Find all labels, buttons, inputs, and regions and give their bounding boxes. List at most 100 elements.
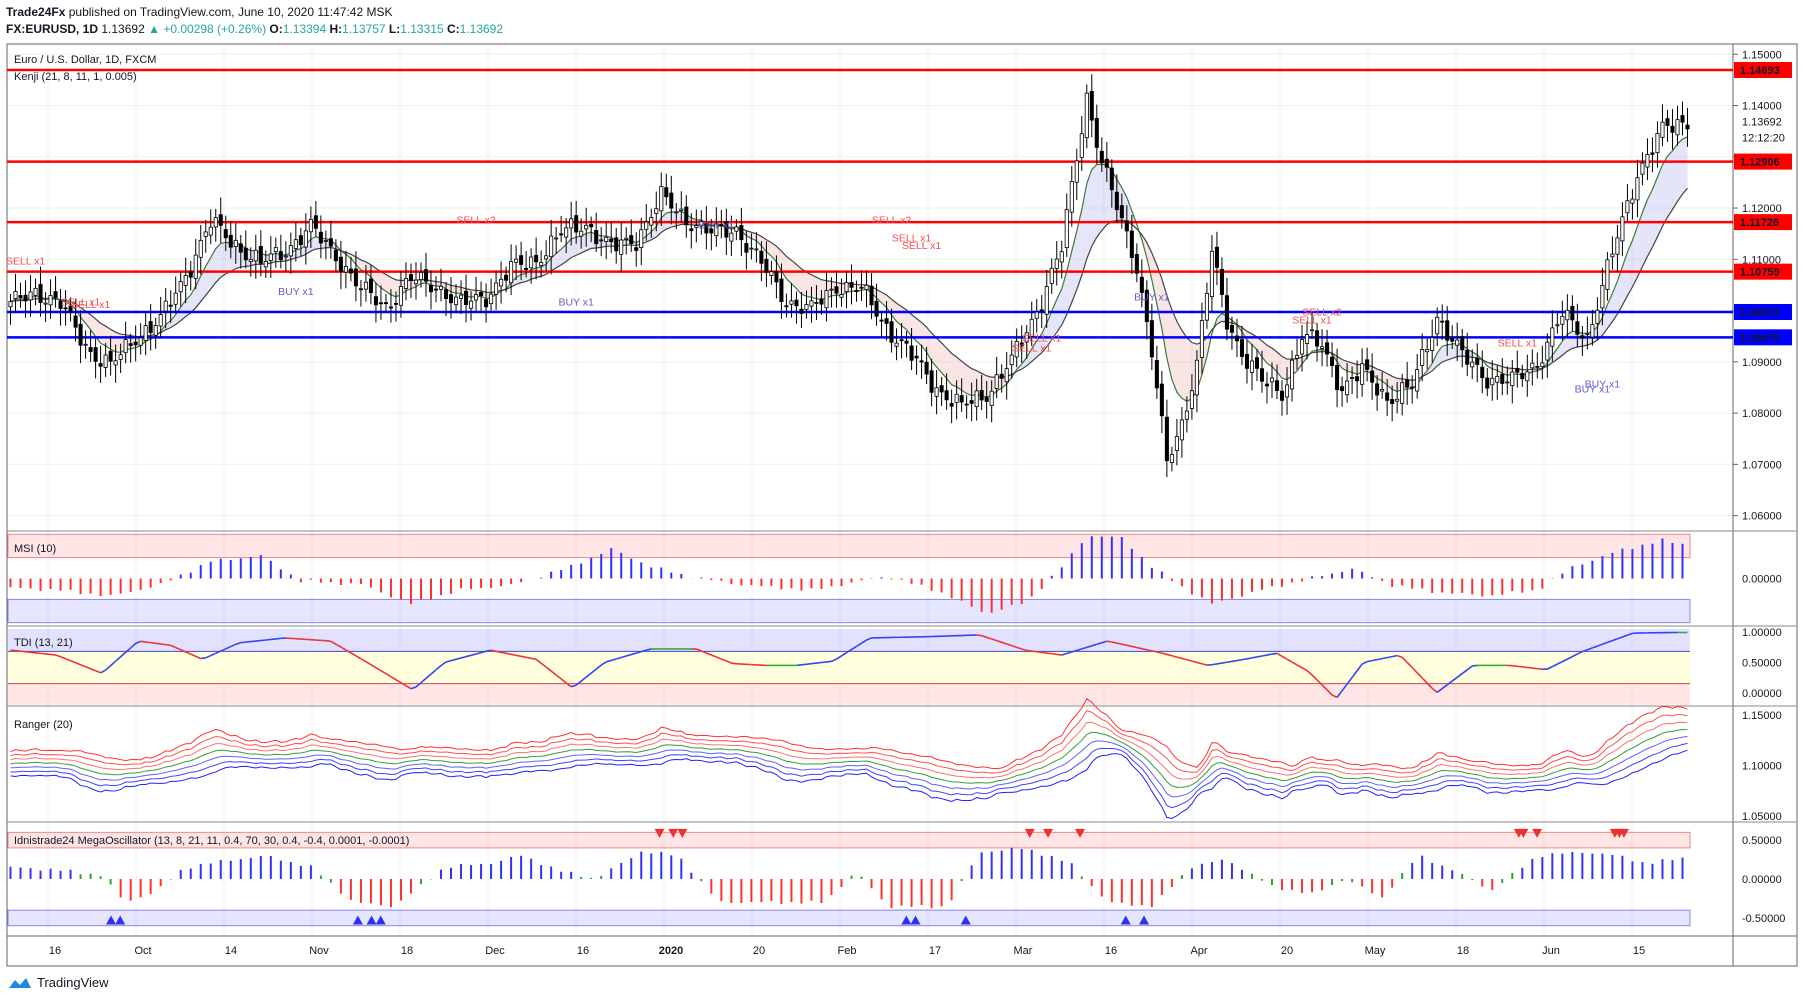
candle-body bbox=[373, 296, 378, 306]
candle-body bbox=[123, 339, 128, 354]
last-price: 1.13692 bbox=[101, 22, 145, 36]
candle-body bbox=[854, 290, 859, 292]
time-tick-label: 20 bbox=[753, 945, 765, 957]
tdi-line-segment bbox=[1326, 689, 1333, 696]
candle-body bbox=[233, 239, 238, 247]
tdi-line-segment bbox=[1111, 641, 1117, 644]
candle-body bbox=[283, 255, 288, 258]
candle-body bbox=[989, 390, 994, 406]
candle-body bbox=[539, 262, 544, 267]
candle-body bbox=[23, 294, 28, 302]
candle-body bbox=[18, 295, 23, 299]
candle-body bbox=[499, 278, 504, 287]
low-label: L: bbox=[388, 22, 401, 36]
kenji-cloud bbox=[961, 361, 967, 394]
tdi-line-segment bbox=[861, 639, 867, 644]
candle-body bbox=[1605, 259, 1610, 290]
tdi-line-segment bbox=[415, 682, 422, 688]
tdi-pane[interactable]: 1.00000 0.50000 0.00000 bbox=[8, 627, 1782, 705]
time-axis[interactable]: 16 Oct 14 Nov 18 Dec 16 2020 20 Feb 17 Mar 16 Apr 20 Ma… bbox=[49, 945, 1645, 957]
candle-body bbox=[1660, 121, 1665, 138]
candle-body bbox=[599, 239, 604, 242]
tradingview-logo[interactable]: TradingView bbox=[8, 975, 109, 990]
price-axis[interactable]: 1.150001.140001.130001.120001.110001.100… bbox=[1733, 49, 1792, 523]
tdi-line-segment bbox=[646, 648, 652, 651]
tdi-line-segment bbox=[85, 666, 91, 670]
ranger-pane[interactable]: 1.15000 1.10000 1.05000 bbox=[10, 698, 1782, 823]
candle-body bbox=[1525, 371, 1530, 382]
time-tick-label: 16 bbox=[1105, 945, 1117, 957]
price-tick-label: 1.06000 bbox=[1742, 511, 1782, 523]
candle-body bbox=[1174, 436, 1179, 451]
candle-body bbox=[549, 235, 554, 258]
tdi-line-segment bbox=[520, 655, 527, 659]
tdi-line-segment bbox=[1537, 667, 1543, 670]
kenji-cloud bbox=[436, 281, 442, 287]
kenji-cloud bbox=[671, 211, 677, 228]
candle-body bbox=[974, 390, 979, 408]
tdi-line-segment bbox=[866, 637, 872, 641]
candle-body bbox=[619, 239, 624, 255]
tdi-line-segment bbox=[1061, 652, 1067, 656]
candle-body bbox=[954, 393, 959, 403]
candle-body bbox=[1450, 337, 1455, 342]
tdi-line-segment bbox=[465, 654, 472, 658]
kenji-cloud bbox=[956, 357, 962, 391]
tdi-line-segment bbox=[1081, 646, 1088, 650]
tdi-line-segment bbox=[1396, 654, 1403, 659]
low-value: 1.13315 bbox=[400, 22, 444, 36]
tdi-line-segment bbox=[1401, 656, 1408, 664]
candle-body bbox=[338, 256, 343, 272]
tdi-line-segment bbox=[185, 651, 192, 655]
candle-body bbox=[1044, 286, 1049, 315]
candle-body bbox=[1134, 254, 1139, 274]
tdi-line-segment bbox=[115, 656, 122, 662]
mega-tick-label: -0.50000 bbox=[1742, 913, 1785, 925]
kenji-cloud bbox=[551, 253, 557, 271]
candle-body bbox=[313, 215, 318, 229]
candle-body bbox=[1084, 92, 1089, 139]
tdi-line-segment bbox=[175, 646, 182, 651]
candle-body bbox=[363, 281, 368, 290]
tdi-line-segment bbox=[335, 643, 342, 648]
candle-body bbox=[654, 208, 659, 214]
time-tick-label: 20 bbox=[1281, 945, 1293, 957]
tdi-line-segment bbox=[1046, 652, 1052, 655]
candle-body bbox=[1109, 167, 1114, 191]
tdi-line-segment bbox=[580, 676, 587, 682]
candle-body bbox=[839, 294, 844, 298]
buy-signal-label: BUY x1 bbox=[278, 286, 314, 298]
mega-oscillator-pane[interactable]: 0.50000 0.00000 -0.50000 bbox=[7, 828, 1785, 927]
kenji-cloud bbox=[360, 259, 366, 273]
tdi-line-segment bbox=[1472, 664, 1478, 667]
tdi-line-segment bbox=[1226, 660, 1233, 664]
kenji-cloud bbox=[1171, 309, 1177, 393]
kenji-cloud bbox=[561, 244, 567, 265]
symbol-label: FX:EURUSD, 1D bbox=[6, 22, 99, 36]
msi-pane[interactable]: 0.00000 bbox=[7, 533, 1782, 624]
tdi-line-segment bbox=[110, 660, 117, 667]
candle-body bbox=[1335, 365, 1340, 391]
tdi-line-segment bbox=[1266, 653, 1273, 656]
tdi-line-segment bbox=[1121, 643, 1128, 647]
kenji-cloud bbox=[1452, 343, 1458, 359]
candle-body bbox=[73, 315, 78, 328]
candle-body bbox=[1545, 341, 1550, 361]
tdi-line-segment bbox=[195, 655, 202, 660]
kenji-cloud bbox=[646, 231, 652, 243]
candle-body bbox=[544, 255, 549, 260]
tdi-line-segment bbox=[1131, 645, 1138, 649]
candle-body bbox=[1224, 295, 1229, 330]
tdi-line-segment bbox=[1151, 650, 1158, 653]
resistance-price-tag: 1.12906 bbox=[1740, 157, 1780, 169]
candle-body bbox=[454, 296, 459, 306]
candle-body bbox=[509, 261, 514, 284]
candle-body bbox=[273, 247, 278, 252]
kenji-cloud bbox=[295, 248, 301, 258]
ranger-band-line bbox=[10, 729, 1688, 788]
tdi-line-segment bbox=[1276, 652, 1283, 658]
candle-body bbox=[1274, 380, 1280, 392]
kenji-cloud bbox=[1096, 164, 1102, 238]
